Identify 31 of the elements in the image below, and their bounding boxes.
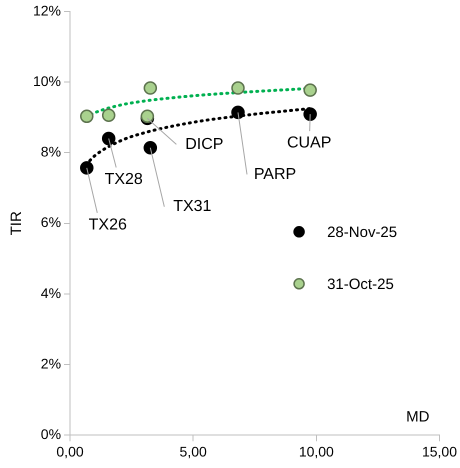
annotation: TX28 [104,170,143,188]
point [102,132,116,146]
point [231,106,245,120]
x-axis-title: MD [406,408,430,426]
y-tick-label: 10% [32,72,62,89]
point [80,161,94,175]
point [102,108,116,122]
x-tick-label: 0,00 [56,443,84,460]
point [144,140,158,154]
y-tick-label: 8% [40,144,62,160]
point [80,110,94,124]
annotation: CUAP [286,134,332,152]
point [303,107,317,121]
y-axis-title: TIR [8,211,26,236]
annotation: TX26 [88,216,127,234]
point [144,81,158,95]
y-tick-label: 4% [40,284,62,301]
legend-label: 28-Nov-25 [327,224,398,241]
annotation: TX31 [173,198,212,216]
legend-label: 31-Oct-25 [327,276,394,293]
x-tick-label: 5,00 [180,443,208,460]
x-tick-label: 15,00 [422,443,458,460]
x-tick-label: 10,00 [298,443,334,460]
y-tick-label: 12% [32,2,62,18]
y-tick-label: 6% [40,214,62,230]
point [303,83,317,97]
point [231,81,245,95]
y-tick-label: 0% [40,426,62,442]
y-tick-label: 2% [40,355,62,372]
annotation: PARP [254,166,296,183]
annotation: DICP [185,136,224,153]
